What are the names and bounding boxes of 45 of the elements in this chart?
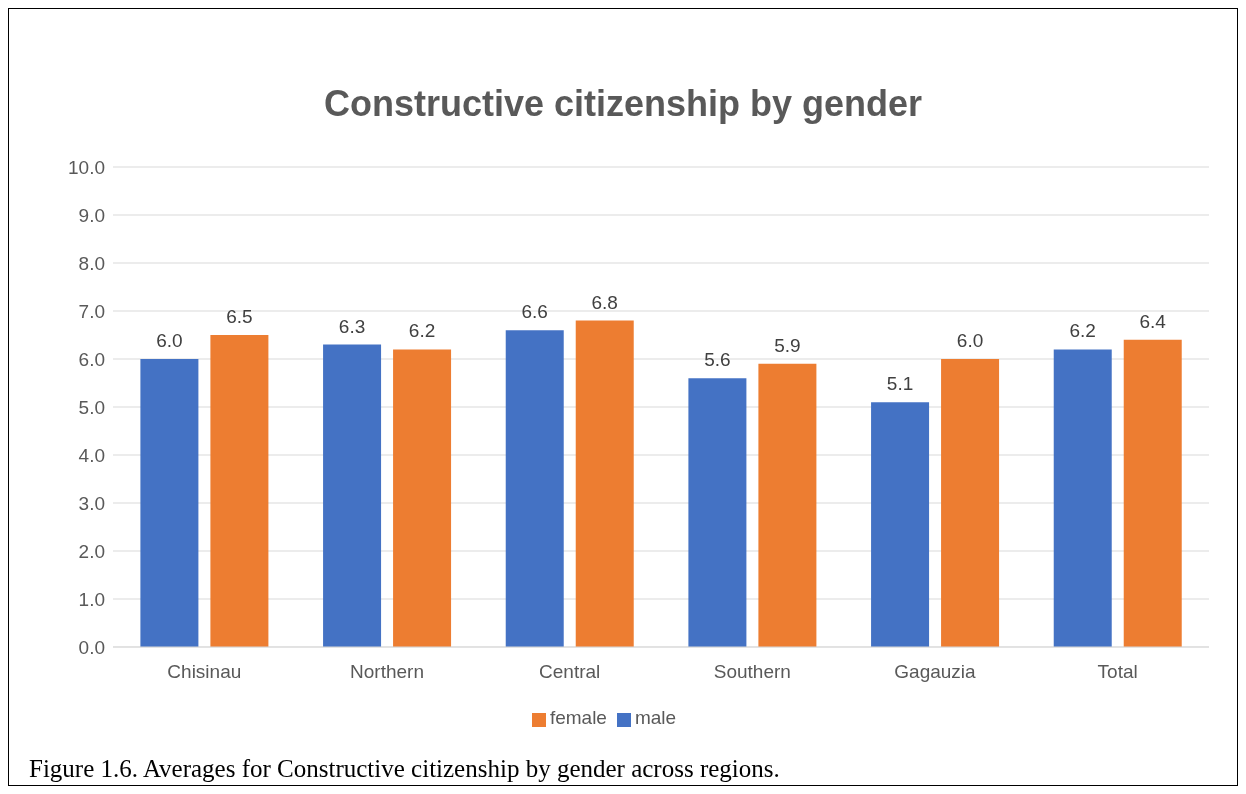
bar [210, 335, 269, 647]
y-tick-label: 9.0 [78, 204, 105, 226]
x-tick-label: Chisinau [167, 661, 242, 683]
bar [688, 378, 747, 647]
data-label: 6.8 [591, 291, 618, 313]
data-label: 6.0 [156, 330, 183, 351]
bar [871, 402, 930, 647]
data-label: 5.9 [774, 334, 801, 356]
data-label: 6.3 [338, 315, 366, 337]
bar [1053, 349, 1112, 647]
y-tick-label: 7.0 [78, 300, 105, 322]
data-label: 6.6 [521, 301, 548, 323]
x-tick-label: Central [539, 661, 601, 683]
bar [758, 363, 817, 647]
y-tick-label: 8.0 [78, 252, 105, 274]
x-tick-label: Total [1097, 661, 1138, 683]
y-tick-label: 2.0 [78, 540, 105, 562]
y-tick-label: 1.0 [78, 588, 105, 610]
bar [941, 359, 1000, 647]
y-tick-label: 5.0 [78, 396, 105, 418]
x-tick-label: Northern [350, 661, 424, 683]
data-label: 5.6 [704, 349, 731, 371]
legend-label: female [549, 707, 607, 728]
bar [323, 344, 382, 647]
bar [575, 320, 634, 647]
y-tick-label: 0.0 [78, 636, 105, 658]
bar [505, 330, 564, 647]
data-label: 5.1 [886, 373, 914, 395]
y-tick-label: 3.0 [78, 492, 105, 514]
data-label: 6.2 [408, 320, 436, 342]
y-tick-label: 6.0 [78, 348, 105, 370]
bar [393, 349, 452, 647]
bar [1123, 339, 1182, 647]
y-tick-label: 4.0 [78, 444, 105, 466]
data-label: 6.4 [1139, 310, 1167, 332]
y-tick-label: 10.0 [68, 156, 105, 178]
legend-label: male [634, 707, 677, 728]
caption: Figure 1.6. Averages for Constructive citizenship by gender across regions. [29, 755, 780, 783]
chart-title: Constructive citizenship by gender [322, 83, 924, 125]
data-label: 6.5 [226, 306, 253, 327]
x-tick-label: Gagauzia [894, 661, 977, 683]
x-tick-label: Southern [713, 661, 791, 683]
bar [140, 359, 199, 647]
data-label: 6.2 [1069, 320, 1096, 342]
data-label: 6.0 [956, 330, 984, 351]
